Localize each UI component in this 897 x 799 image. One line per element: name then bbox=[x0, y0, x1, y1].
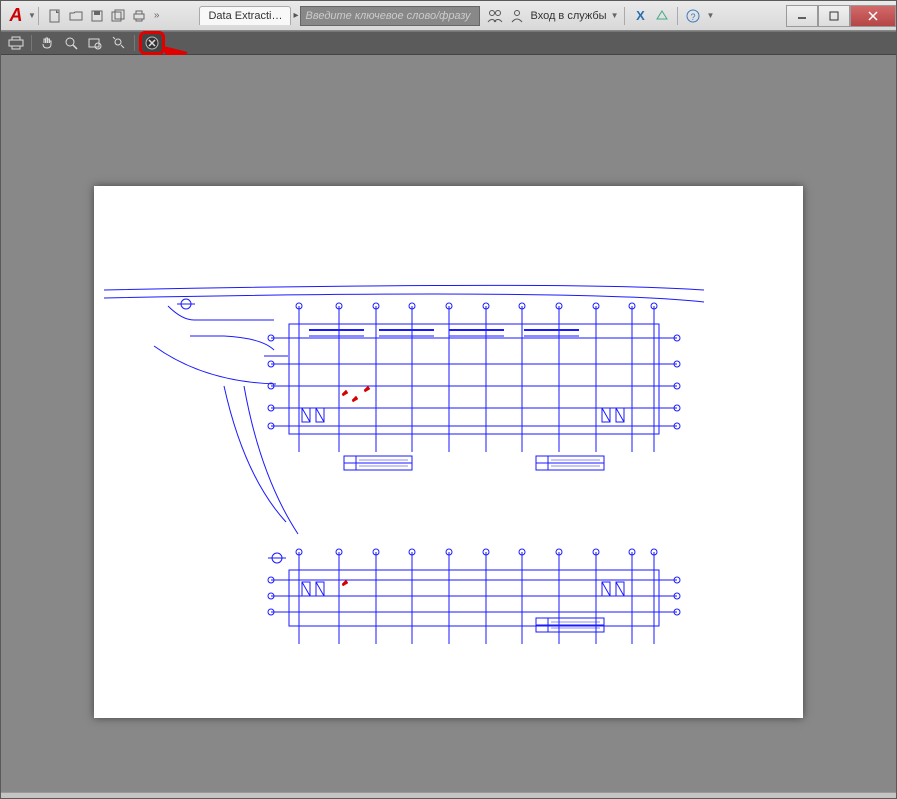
title-right-tools: Вход в службы ▼ X ? ▼ bbox=[486, 7, 714, 25]
save-icon[interactable] bbox=[87, 6, 107, 26]
document-title-tab[interactable]: Data Extracti… bbox=[199, 6, 291, 25]
app-menu-chevron-icon[interactable]: ▼ bbox=[28, 11, 36, 20]
zoom-previous-icon[interactable] bbox=[108, 33, 130, 53]
preview-page bbox=[94, 186, 803, 718]
svg-text:?: ? bbox=[691, 12, 696, 22]
minimize-button[interactable] bbox=[786, 5, 818, 27]
open-icon[interactable] bbox=[66, 6, 86, 26]
separator bbox=[677, 7, 678, 25]
window-controls bbox=[786, 5, 896, 27]
search-input[interactable] bbox=[305, 10, 475, 22]
saveas-icon[interactable] bbox=[108, 6, 128, 26]
user-icon[interactable] bbox=[508, 7, 526, 25]
drawing-content bbox=[94, 186, 803, 718]
maximize-button[interactable] bbox=[818, 5, 850, 27]
help-chevron-icon[interactable]: ▼ bbox=[706, 11, 714, 20]
qat-overflow-icon[interactable]: » bbox=[154, 10, 160, 21]
login-label[interactable]: Вход в службы bbox=[530, 10, 606, 22]
preview-workarea[interactable] bbox=[1, 55, 896, 792]
app-window: A ▼ » Data Extracti… ▸ bbox=[0, 0, 897, 799]
separator bbox=[624, 7, 625, 25]
plot-icon[interactable] bbox=[5, 33, 27, 53]
search-box[interactable] bbox=[300, 6, 480, 26]
separator bbox=[31, 35, 32, 51]
zoom-window-icon[interactable] bbox=[84, 33, 106, 53]
close-button[interactable] bbox=[850, 5, 896, 27]
app-logo[interactable]: A bbox=[5, 5, 27, 27]
new-icon[interactable] bbox=[45, 6, 65, 26]
exchange-icon[interactable]: X bbox=[631, 7, 649, 25]
pan-icon[interactable] bbox=[36, 33, 58, 53]
titlebar: A ▼ » Data Extracti… ▸ bbox=[1, 1, 896, 31]
help-icon[interactable]: ? bbox=[684, 7, 702, 25]
signin-icon[interactable] bbox=[486, 7, 504, 25]
separator bbox=[38, 7, 39, 25]
quick-access-toolbar: » bbox=[45, 6, 160, 26]
statusbar bbox=[1, 792, 896, 798]
separator bbox=[134, 35, 135, 51]
print-icon[interactable] bbox=[129, 6, 149, 26]
title-overflow-icon[interactable]: ▸ bbox=[293, 10, 298, 21]
a360-icon[interactable] bbox=[653, 7, 671, 25]
login-chevron-icon[interactable]: ▼ bbox=[611, 11, 619, 20]
zoom-icon[interactable] bbox=[60, 33, 82, 53]
close-preview-button[interactable] bbox=[139, 31, 165, 55]
preview-toolbar bbox=[1, 31, 896, 55]
